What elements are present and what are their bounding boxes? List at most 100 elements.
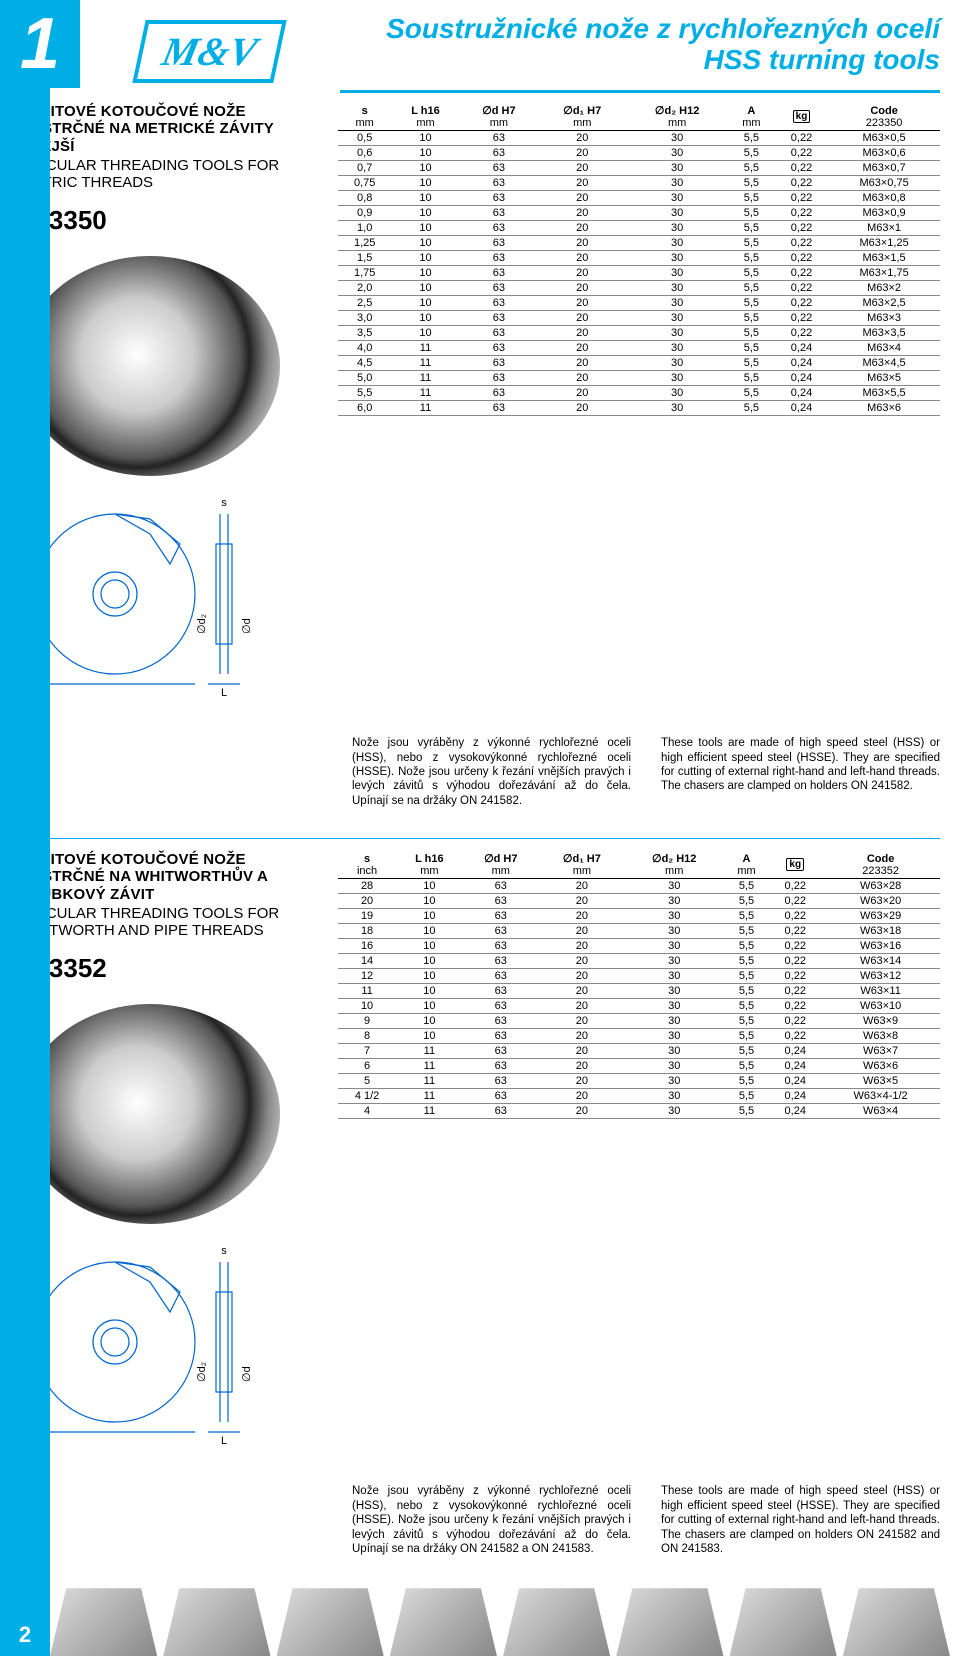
table-cell: 63 [460, 251, 539, 266]
table-cell: 20 [539, 894, 625, 909]
table-cell: 30 [626, 176, 728, 191]
table-row: 4116320305,50,24W63×4 [338, 1104, 940, 1119]
table-cell: 5,5 [728, 326, 775, 341]
table-cell: 20 [538, 386, 626, 401]
table-cell: 5,5 [728, 206, 775, 221]
table-cell: 20 [539, 984, 625, 999]
col-header: L h16mm [396, 851, 462, 879]
table-cell: 10 [391, 251, 459, 266]
table-cell: 5,5 [724, 1014, 770, 1029]
table-cell: 0,24 [769, 1059, 821, 1074]
table-row: 3,5106320305,50,22M63×3,5 [338, 326, 940, 341]
table-cell: 20 [539, 1104, 625, 1119]
table-cell: 6 [338, 1059, 396, 1074]
chapter-number: 1 [0, 0, 80, 88]
table-cell: 30 [625, 984, 724, 999]
table-cell: 20 [538, 311, 626, 326]
table-cell: 12 [338, 969, 396, 984]
table-row: 16106320305,50,22W63×16 [338, 939, 940, 954]
table-cell: 18 [338, 924, 396, 939]
table-cell: 20 [539, 1074, 625, 1089]
table-cell: 5,5 [724, 954, 770, 969]
table-cell: W63×8 [821, 1029, 940, 1044]
table-cell: 10 [391, 206, 459, 221]
table-cell: 11 [391, 356, 459, 371]
table-cell: 3,0 [338, 311, 391, 326]
table-cell: 20 [539, 1089, 625, 1104]
product-section: ZÁVITOVÉ KOTOUČOVÉ NOŽE NÁSTRČNÉ NA WHIT… [0, 851, 960, 1472]
table-cell: 1,25 [338, 236, 391, 251]
table-cell: M63×1 [828, 221, 940, 236]
table-cell: 5,5 [724, 894, 770, 909]
table-row: 18106320305,50,22W63×18 [338, 924, 940, 939]
table-cell: 10 [391, 296, 459, 311]
table-cell: 5,5 [724, 909, 770, 924]
table-row: 5,0116320305,50,24M63×5 [338, 371, 940, 386]
table-cell: 5,5 [728, 296, 775, 311]
table-cell: 63 [463, 1089, 539, 1104]
table-cell: 5,5 [728, 386, 775, 401]
table-cell: M63×6 [828, 401, 940, 416]
product-photo [20, 256, 280, 476]
table-cell: 10 [391, 281, 459, 296]
table-cell: 63 [463, 954, 539, 969]
table-cell: 0,9 [338, 206, 391, 221]
table-cell: 0,22 [769, 1014, 821, 1029]
table-cell: 19 [338, 909, 396, 924]
table-row: 0,6106320305,50,22M63×0,6 [338, 146, 940, 161]
table-cell: W63×12 [821, 969, 940, 984]
thumb-icon [730, 1588, 837, 1656]
table-cell: 5,5 [724, 939, 770, 954]
table-cell: 63 [460, 401, 539, 416]
table-cell: 5 [338, 1074, 396, 1089]
table-row: 1,25106320305,50,22M63×1,25 [338, 236, 940, 251]
page-title-block: Soustružnické nože z rychlořezných ocelí… [340, 0, 960, 76]
page-header: 1 M&V Soustružnické nože z rychlořezných… [0, 0, 960, 88]
table-cell: 20 [538, 266, 626, 281]
table-cell: 5,5 [728, 191, 775, 206]
table-cell: 0,8 [338, 191, 391, 206]
svg-text:∅d: ∅d [241, 1367, 253, 1383]
table-cell: 63 [460, 146, 539, 161]
table-cell: 5,5 [728, 251, 775, 266]
table-cell: 30 [626, 326, 728, 341]
table-cell: 5,0 [338, 371, 391, 386]
table-cell: 0,24 [775, 401, 828, 416]
table-cell: 0,22 [775, 191, 828, 206]
footer-thumbnails [50, 1584, 960, 1656]
table-cell: 5,5 [728, 221, 775, 236]
table-cell: 20 [539, 1059, 625, 1074]
table-cell: 11 [391, 401, 459, 416]
table-cell: 30 [625, 1074, 724, 1089]
weight-icon: kg [793, 110, 811, 123]
table-cell: 0,24 [769, 1074, 821, 1089]
table-cell: M63×1,5 [828, 251, 940, 266]
table-cell: 11 [396, 1059, 462, 1074]
left-accent-bar [0, 88, 50, 1614]
page-number-footer: 2 [0, 1614, 50, 1656]
table-cell: 63 [460, 131, 539, 146]
table-cell: 20 [538, 146, 626, 161]
header-rule [340, 90, 940, 93]
table-cell: 20 [539, 954, 625, 969]
svg-text:∅d₂: ∅d₂ [196, 1362, 208, 1382]
table-row: 14106320305,50,22W63×14 [338, 954, 940, 969]
table-cell: 30 [626, 401, 728, 416]
table-cell: 20 [539, 939, 625, 954]
table-cell: 63 [463, 999, 539, 1014]
table-cell: 30 [625, 1089, 724, 1104]
table-cell: M63×5,5 [828, 386, 940, 401]
col-header: ∅d H7mm [460, 103, 539, 131]
table-cell: 5,5 [728, 341, 775, 356]
table-cell: 20 [539, 879, 625, 894]
svg-text:∅d₂: ∅d₂ [196, 614, 208, 634]
table-row: 1,75106320305,50,22M63×1,75 [338, 266, 940, 281]
table-cell: 5,5 [728, 161, 775, 176]
table-cell: 0,24 [775, 371, 828, 386]
table-cell: 8 [338, 1029, 396, 1044]
table-cell: 0,22 [769, 969, 821, 984]
table-cell: 0,22 [769, 924, 821, 939]
table-cell: 63 [460, 191, 539, 206]
table-row: 0,8106320305,50,22M63×0,8 [338, 191, 940, 206]
table-cell: 5,5 [724, 924, 770, 939]
